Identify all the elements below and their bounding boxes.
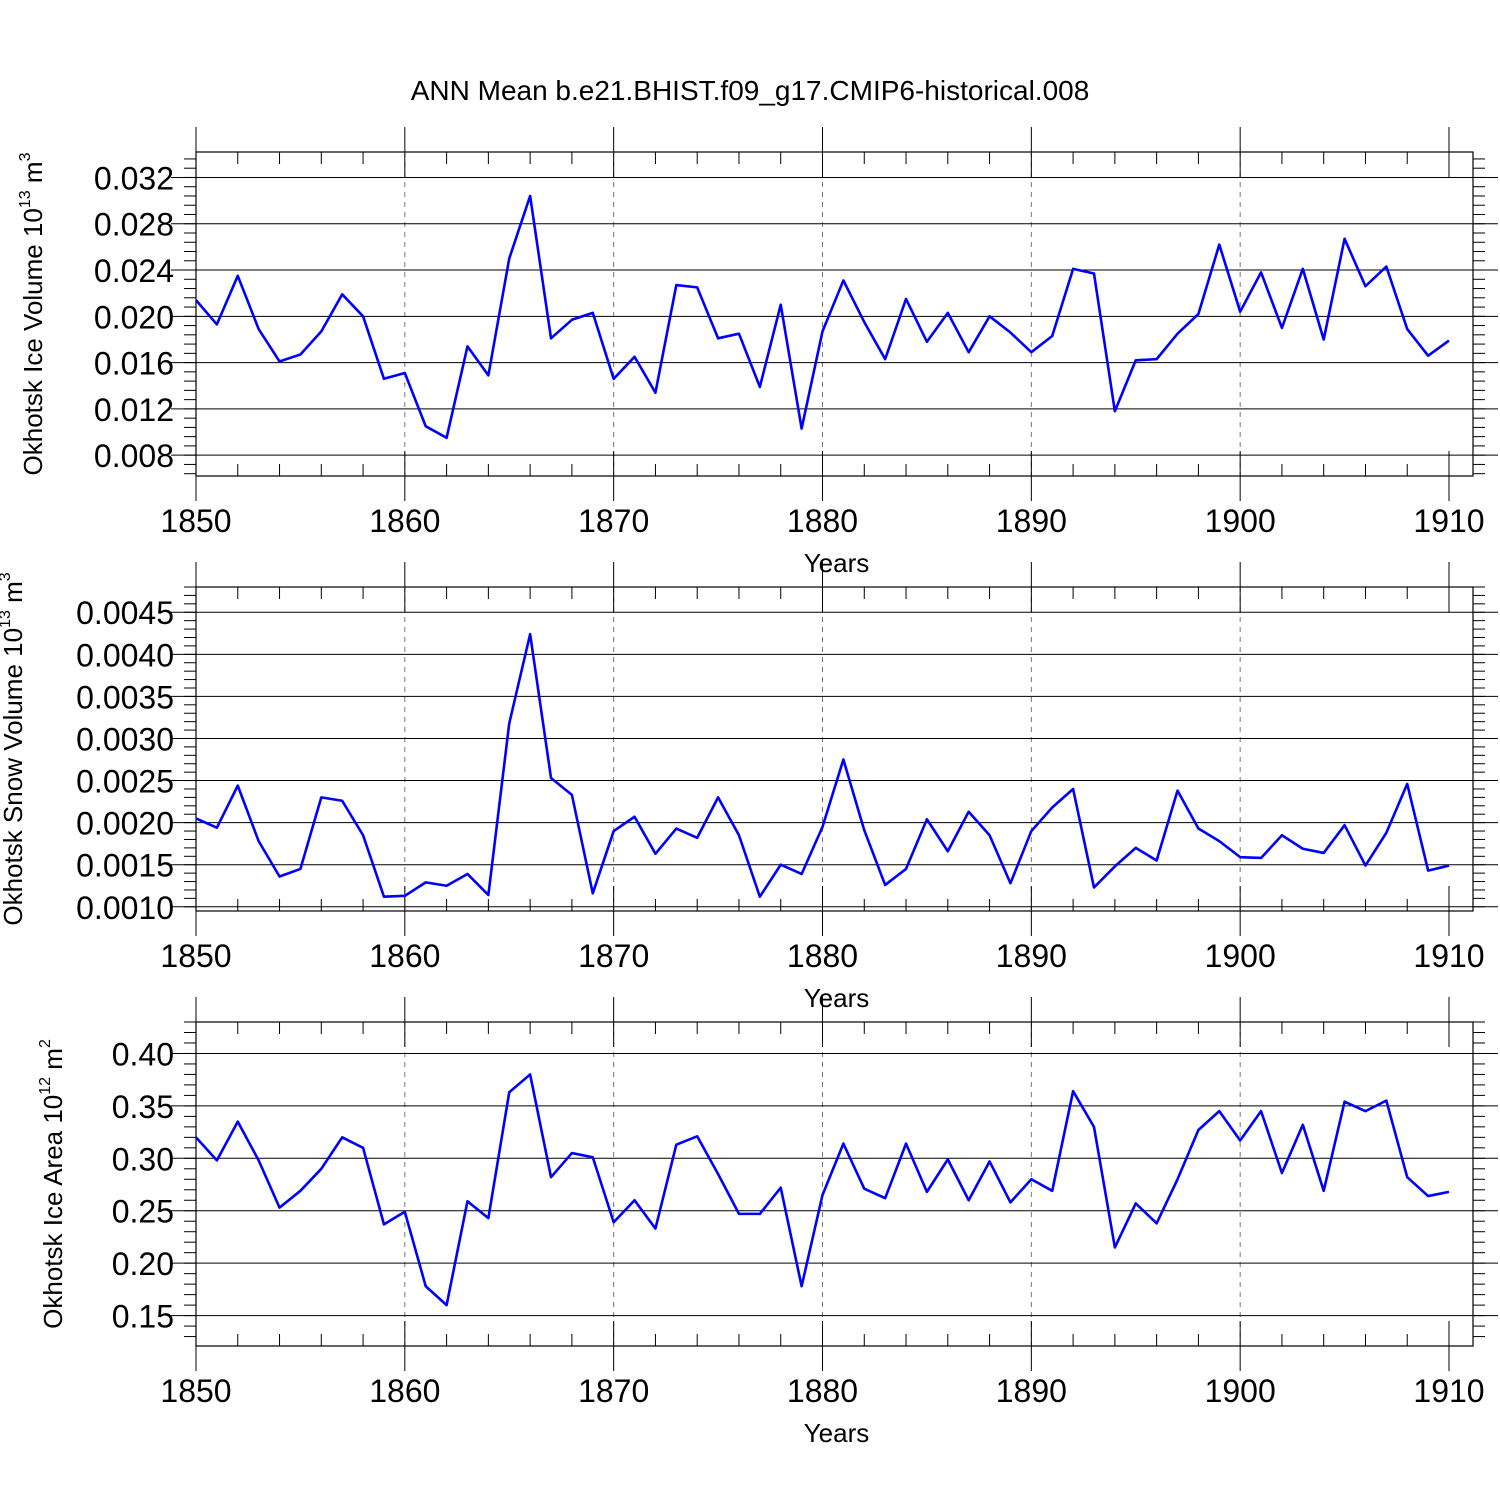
y-tick-label: 0.024 <box>94 253 174 289</box>
x-tick-label: 1880 <box>787 938 858 974</box>
y-axis-title-exponent: 13 <box>0 610 14 628</box>
series-line <box>195 632 1450 898</box>
series-line <box>195 1073 1450 1307</box>
y-tick-label: 0.35 <box>112 1089 174 1125</box>
y-tick-label: 0.008 <box>94 438 174 474</box>
chart-panel-1: 1850 1860 1870 1880 1890 1900 1910 0.008 0.012 0.… <box>17 127 1498 578</box>
y-axis-title-unit-exponent: 3 <box>0 572 14 581</box>
x-tick-label: 1860 <box>369 1373 440 1409</box>
y-axis-title-unit-exponent: 3 <box>17 152 34 161</box>
y-axis-title: Okhotsk Ice Volume 1013 m3 <box>17 152 48 475</box>
y-axis-title-exponent: 12 <box>37 1077 54 1095</box>
x-tick-label: 1890 <box>996 503 1067 539</box>
panels: 1850 1860 1870 1880 1890 1900 1910 0.008 0.012 0.… <box>0 127 1498 1448</box>
y-tick-label: 0.0010 <box>76 890 174 926</box>
x-tick-label: 1860 <box>369 503 440 539</box>
plot-frame <box>195 151 1474 477</box>
x-tick-label: 1850 <box>160 938 231 974</box>
x-tick-label: 1910 <box>1413 938 1484 974</box>
y-tick-label: 0.0045 <box>76 595 174 631</box>
x-axis-title: Years <box>804 548 870 578</box>
y-tick-label: 0.0025 <box>76 764 174 800</box>
x-tick-label: 1850 <box>160 503 231 539</box>
y-tick-label: 0.0020 <box>76 806 174 842</box>
y-axis-title-text: Okhotsk Ice Volume 10 <box>18 208 48 475</box>
y-axis-title-unit: m <box>18 161 48 190</box>
figure-title: ANN Mean b.e21.BHIST.f09_g17.CMIP6-histo… <box>411 75 1090 106</box>
x-tick-label: 1910 <box>1413 1373 1484 1409</box>
y-tick-label: 0.0035 <box>76 679 174 715</box>
y-axis-title-unit: m <box>38 1048 68 1077</box>
x-tick-label: 1870 <box>578 938 649 974</box>
x-axis-title: Years <box>804 1418 870 1448</box>
y-axis-title-exponent: 13 <box>17 190 34 208</box>
x-tick-label: 1860 <box>369 938 440 974</box>
y-tick-label: 0.15 <box>112 1299 174 1335</box>
x-tick-label: 1880 <box>787 503 858 539</box>
y-tick-label: 0.40 <box>112 1036 174 1072</box>
x-tick-label: 1890 <box>996 1373 1067 1409</box>
x-tick-label: 1900 <box>1205 1373 1276 1409</box>
x-tick-label: 1900 <box>1205 938 1276 974</box>
series-line <box>195 194 1450 440</box>
y-axis-title-unit: m <box>0 581 28 610</box>
y-tick-label: 0.20 <box>112 1246 174 1282</box>
chart-panel-3: 1850 1860 1870 1880 1890 1900 1910 0.15 0.20 0.25… <box>37 997 1498 1448</box>
x-tick-label: 1900 <box>1205 503 1276 539</box>
y-tick-label: 0.0030 <box>76 721 174 757</box>
plot-frame <box>195 586 1474 912</box>
y-axis-title: Okhotsk Snow Volume 1013 m3 <box>0 572 28 925</box>
y-axis-title-text: Okhotsk Ice Area 10 <box>38 1095 68 1329</box>
x-tick-label: 1890 <box>996 938 1067 974</box>
x-tick-label: 1850 <box>160 1373 231 1409</box>
y-tick-label: 0.0015 <box>76 848 174 884</box>
y-tick-label: 0.0040 <box>76 637 174 673</box>
plot-frame <box>195 1021 1474 1347</box>
x-axis-title: Years <box>804 983 870 1013</box>
x-tick-label: 1910 <box>1413 503 1484 539</box>
y-tick-label: 0.028 <box>94 207 174 243</box>
x-tick-label: 1870 <box>578 503 649 539</box>
x-tick-label: 1870 <box>578 1373 649 1409</box>
y-tick-label: 0.012 <box>94 392 174 428</box>
x-tick-label: 1880 <box>787 1373 858 1409</box>
y-tick-label: 0.032 <box>94 160 174 196</box>
y-tick-label: 0.016 <box>94 346 174 382</box>
y-tick-label: 0.020 <box>94 299 174 335</box>
y-axis-title-text: Okhotsk Snow Volume 10 <box>0 628 28 926</box>
y-axis-title: Okhotsk Ice Area 1012 m2 <box>37 1039 68 1329</box>
y-axis-title-unit-exponent: 2 <box>37 1039 54 1048</box>
chart-panel-2: 1850 1860 1870 1880 1890 1900 1910 0.0010 0.0015… <box>0 562 1498 1013</box>
y-tick-label: 0.25 <box>112 1194 174 1230</box>
y-tick-label: 0.30 <box>112 1141 174 1177</box>
